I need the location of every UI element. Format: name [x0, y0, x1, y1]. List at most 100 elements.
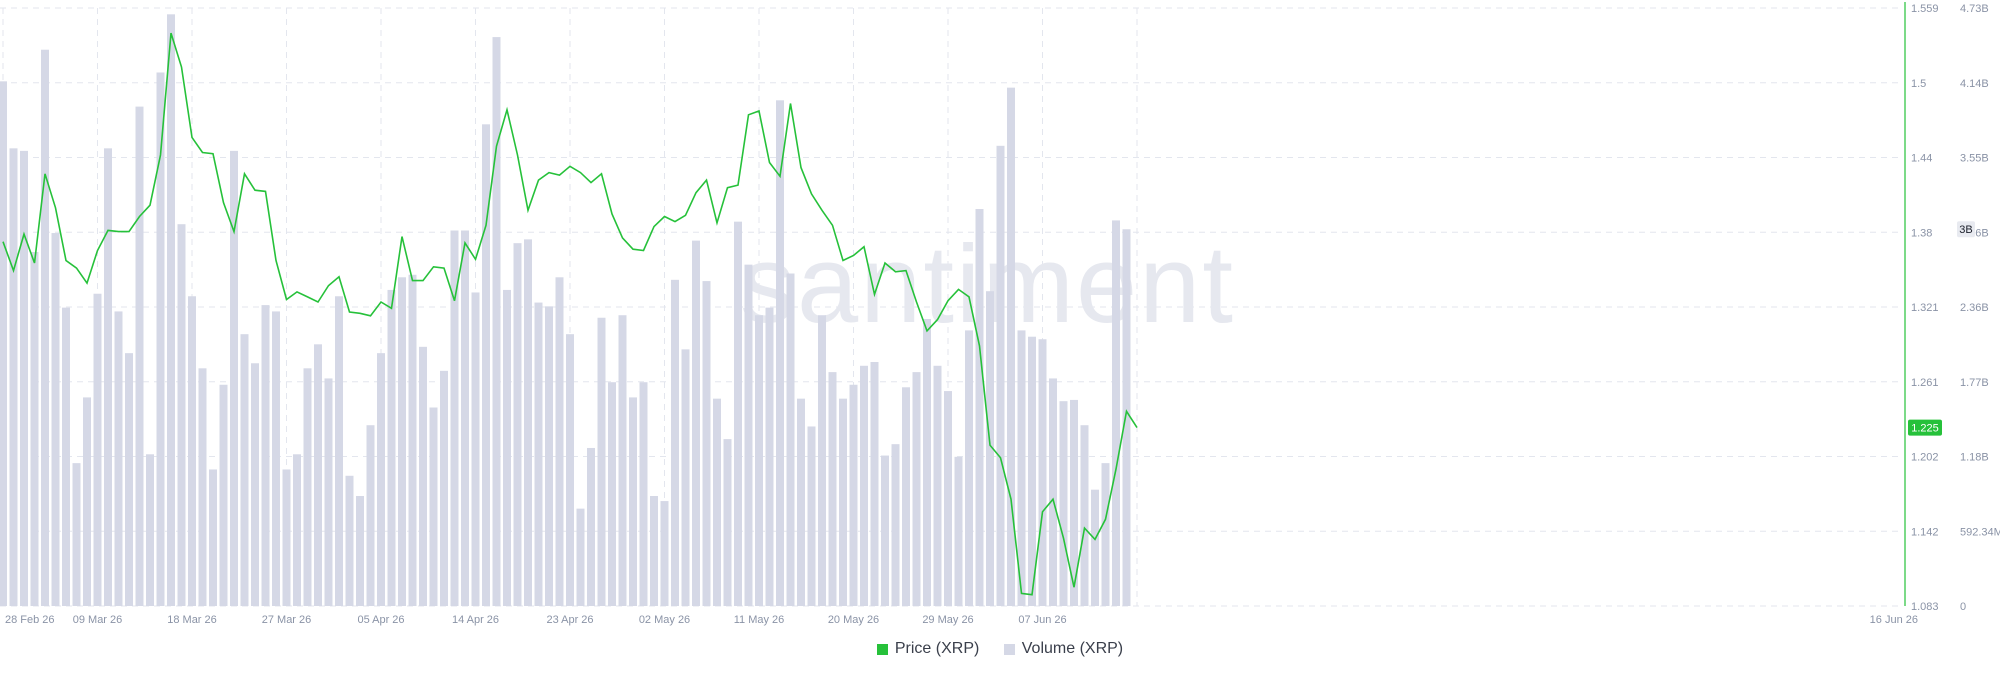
- x-tick-label: 05 Apr 26: [357, 614, 404, 626]
- volume-bar: [933, 365, 942, 606]
- volume-bar: [461, 230, 469, 606]
- volume-bar: [1038, 339, 1047, 606]
- volume-bar: [1059, 401, 1068, 606]
- price-line: [2, 32, 1138, 596]
- volume-bar: [587, 447, 595, 606]
- volume-bar: [135, 106, 144, 607]
- price-tick-label: 1.38: [1911, 227, 1932, 239]
- price-tick-label: 1.261: [1911, 377, 1939, 389]
- x-tick-label: 07 Jun 26: [1018, 614, 1066, 626]
- volume-bar: [167, 14, 175, 607]
- price-tick-label: 1.083: [1911, 601, 1939, 613]
- volume-tick-label: 2.36B: [1960, 302, 1989, 314]
- volume-bar: [566, 334, 574, 606]
- volume-bar: [650, 496, 658, 606]
- price-tick-label: 1.44: [1911, 153, 1932, 165]
- volume-bar: [849, 384, 858, 606]
- volume-bar: [0, 81, 7, 606]
- legend-item-price[interactable]: Price (XRP): [876, 640, 980, 658]
- volume-bar: [188, 296, 196, 606]
- price-swatch-icon: [876, 643, 888, 655]
- volume-bar: [839, 398, 847, 606]
- volume-bar: [776, 100, 784, 607]
- volume-bar: [251, 363, 259, 606]
- volume-bar: [429, 407, 438, 606]
- volume-bar: [660, 501, 669, 606]
- x-tick-label: 20 May 26: [828, 614, 879, 626]
- volume-bar: [1080, 425, 1089, 606]
- legend-price-label: Price (XRP): [894, 640, 980, 657]
- price-tick-label: 1.5: [1911, 78, 1926, 90]
- volume-tick-label: 592.34M: [1960, 526, 2000, 538]
- volume-bar: [1007, 87, 1015, 606]
- volume-bar: [555, 277, 564, 606]
- volume-bar: [755, 315, 763, 606]
- volume-bar: [62, 307, 70, 606]
- x-tick-label: 28 Feb 26: [5, 614, 55, 626]
- volume-bar: [261, 305, 270, 606]
- x-tick-label: 11 May 26: [734, 614, 785, 626]
- volume-bar: [240, 334, 249, 606]
- volume-bar: [681, 349, 690, 606]
- volume-bar: [272, 311, 280, 606]
- volume-bar: [146, 454, 154, 606]
- volume-bar: [503, 289, 511, 606]
- current-volume-badge: 3B: [1957, 221, 1975, 238]
- volume-bar: [797, 398, 805, 606]
- volume-bar: [860, 365, 868, 606]
- volume-bar: [902, 387, 910, 606]
- volume-bar: [702, 281, 711, 606]
- volume-bar: [30, 252, 39, 607]
- price-tick-label: 1.559: [1911, 3, 1939, 15]
- volume-bar: [471, 292, 480, 606]
- volume-tick-label: 0: [1960, 601, 1966, 613]
- volume-bar: [692, 240, 700, 606]
- volume-bar: [93, 293, 102, 606]
- volume-bar: [219, 384, 228, 606]
- volume-bar: [713, 398, 721, 606]
- price-tick-label: 1.202: [1911, 452, 1939, 464]
- volume-bar: [870, 361, 879, 606]
- volume-bar: [618, 315, 627, 606]
- volume-bar: [41, 49, 49, 606]
- volume-bar: [303, 368, 312, 606]
- volume-bar: [387, 289, 396, 606]
- volume-bar: [1070, 399, 1078, 606]
- x-tick-label: 27 Mar 26: [262, 614, 312, 626]
- volume-bar: [450, 230, 459, 606]
- legend-item-volume[interactable]: Volume (XRP): [1003, 640, 1123, 658]
- volume-bar: [492, 37, 501, 606]
- volume-bar: [608, 382, 616, 606]
- volume-bar: [965, 330, 973, 606]
- volume-bar: [398, 277, 406, 606]
- legend: Price (XRP) Volume (XRP): [0, 640, 2000, 660]
- volume-bar: [20, 150, 28, 606]
- x-tick-label: 23 Apr 26: [546, 614, 593, 626]
- volume-bar: [1101, 463, 1110, 606]
- volume-bar: [524, 239, 532, 607]
- volume-tick-label: 1.77B: [1960, 377, 1989, 389]
- volume-bar: [1091, 489, 1099, 606]
- volume-axis: 0592.34M1.18B1.77B2.36B2.96B3.55B4.14B4.…: [1960, 3, 2000, 613]
- volume-bar: [513, 243, 522, 606]
- volume-bar: [198, 368, 207, 606]
- x-tick-label: 29 May 26: [922, 614, 973, 626]
- x-axis: 28 Feb 26 09 Mar 26 18 Mar 26 27 Mar 26 05 A…: [5, 614, 1918, 626]
- volume-bar: [282, 469, 291, 606]
- volume-bar: [891, 444, 900, 606]
- volume-bar: [923, 319, 931, 606]
- x-tick-label: 09 Mar 26: [73, 614, 123, 626]
- volume-bar: [545, 306, 553, 606]
- volume-bar: [1049, 378, 1057, 606]
- volume-tick-label: 4.73B: [1960, 3, 1989, 15]
- volume-bar: [440, 370, 448, 606]
- volume-tick-label: 1.18B: [1960, 452, 1989, 464]
- volume-bar: [314, 344, 322, 606]
- current-price-badge-bg: [1908, 419, 1942, 436]
- volume-bar: [356, 496, 364, 606]
- volume-bar: [293, 454, 301, 606]
- volume-bar: [366, 425, 375, 606]
- volume-bar: [534, 302, 543, 606]
- volume-bar: [597, 317, 606, 606]
- volume-bar: [177, 224, 186, 606]
